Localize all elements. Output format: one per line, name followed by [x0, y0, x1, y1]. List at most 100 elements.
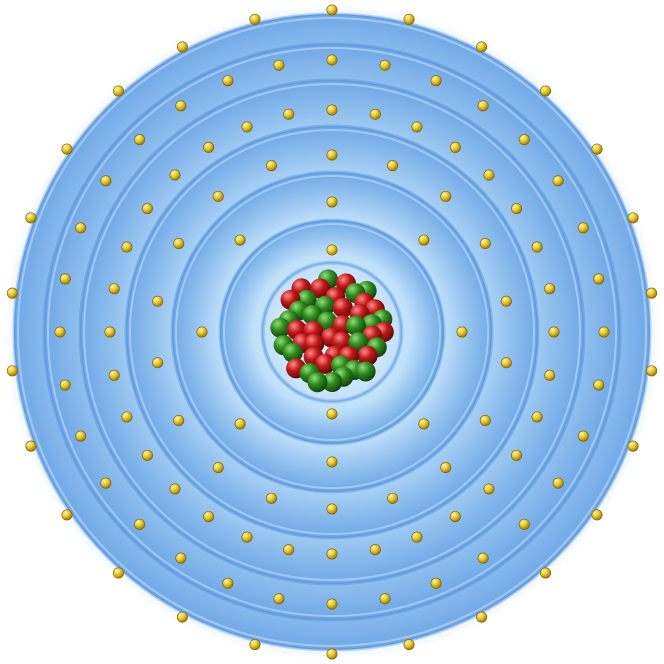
- electron: [418, 234, 430, 246]
- electron: [196, 326, 208, 338]
- shell-rim: [17, 17, 647, 647]
- electron: [548, 326, 560, 338]
- electron: [234, 234, 246, 246]
- electron: [591, 509, 603, 521]
- electron: [326, 104, 338, 116]
- electron: [61, 143, 73, 155]
- electron: [152, 295, 164, 307]
- electron: [121, 241, 133, 253]
- electron: [176, 41, 188, 53]
- electron: [249, 639, 261, 651]
- electron: [203, 141, 215, 153]
- electron: [483, 169, 495, 181]
- electrons: [6, 4, 658, 660]
- electron: [222, 577, 234, 589]
- electron: [265, 160, 277, 172]
- electron: [173, 238, 185, 250]
- electron: [6, 287, 18, 299]
- neutron: [270, 317, 291, 338]
- electron: [203, 511, 215, 523]
- nucleus: [264, 264, 400, 400]
- electron: [430, 577, 442, 589]
- electron: [500, 357, 512, 369]
- electron: [591, 143, 603, 155]
- electron: [544, 369, 556, 381]
- electron: [627, 440, 639, 452]
- electron: [175, 100, 187, 112]
- neutron: [307, 372, 328, 393]
- electron: [577, 222, 589, 234]
- electron: [61, 509, 73, 521]
- electron: [283, 544, 295, 556]
- electron: [531, 411, 543, 423]
- electron: [593, 273, 605, 285]
- electron: [112, 567, 124, 579]
- electron: [326, 196, 338, 208]
- proton: [357, 345, 378, 366]
- electron: [273, 59, 285, 71]
- electron: [440, 190, 452, 202]
- electron: [646, 365, 658, 377]
- electron: [531, 241, 543, 253]
- electron: [234, 418, 246, 430]
- electron: [593, 379, 605, 391]
- shell-rim: [175, 175, 489, 489]
- neutron: [322, 372, 343, 393]
- electron: [326, 244, 338, 256]
- proton: [332, 297, 353, 318]
- electron: [411, 531, 423, 543]
- electron: [500, 295, 512, 307]
- electron: [59, 379, 71, 391]
- electron: [476, 41, 488, 53]
- electron: [387, 160, 399, 172]
- electron: [265, 492, 277, 504]
- electron: [222, 75, 234, 87]
- electron: [369, 544, 381, 556]
- electron: [552, 175, 564, 187]
- electron: [544, 283, 556, 295]
- electron: [108, 283, 120, 295]
- electron: [326, 4, 338, 16]
- shell-rim: [223, 223, 441, 441]
- electron: [54, 326, 66, 338]
- electron: [169, 483, 181, 495]
- electron: [476, 611, 488, 623]
- electron: [518, 518, 530, 530]
- electron: [100, 477, 112, 489]
- shell-rim: [83, 83, 581, 581]
- electron: [169, 169, 181, 181]
- neutron: [317, 311, 338, 332]
- electron: [121, 411, 133, 423]
- electron: [326, 408, 338, 420]
- shell-rim: [47, 47, 617, 617]
- electron: [283, 108, 295, 120]
- electron: [403, 639, 415, 651]
- neutron: [282, 342, 303, 363]
- electron: [241, 531, 253, 543]
- electron: [456, 326, 468, 338]
- electron: [6, 365, 18, 377]
- electron: [134, 518, 146, 530]
- electron: [104, 326, 116, 338]
- electron: [25, 212, 37, 224]
- electron: [173, 414, 185, 426]
- electron: [477, 552, 489, 564]
- electron: [552, 477, 564, 489]
- electron: [100, 175, 112, 187]
- electron: [241, 121, 253, 133]
- neutron: [302, 304, 323, 325]
- electron: [212, 190, 224, 202]
- electron: [326, 456, 338, 468]
- electron: [326, 149, 338, 161]
- electron: [449, 141, 461, 153]
- electron: [511, 449, 523, 461]
- proton: [315, 353, 336, 374]
- electron: [379, 593, 391, 605]
- electron: [540, 85, 552, 97]
- electron: [112, 85, 124, 97]
- electron: [212, 462, 224, 474]
- electron: [75, 222, 87, 234]
- electron: [646, 287, 658, 299]
